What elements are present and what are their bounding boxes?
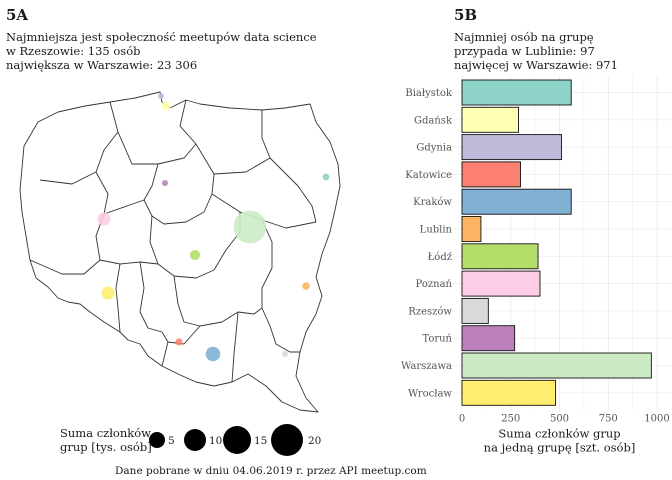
bar-krak-w (461, 188, 572, 215)
legend-bubble-20 (271, 424, 303, 456)
bar-warszawa (461, 352, 652, 379)
bubble-gdynia (158, 93, 164, 99)
bar-pozna- (461, 270, 541, 297)
category-label-katowice: Katowice (405, 170, 452, 181)
panel-b-label: 5B (454, 6, 478, 24)
bar-lublin (461, 216, 482, 242)
bubble-legend-title: Suma członków grup [tys. osób] (60, 426, 152, 454)
legend-bubble-15 (223, 426, 251, 454)
bar-chart: Białystok Gdańsk Gdynia Katowice Kraków Lubli… (401, 76, 672, 455)
bubble-size-legend: 5 10 15 20 (149, 424, 321, 456)
country-outline (19, 91, 341, 413)
bubble-pozna- (97, 212, 111, 226)
x-axis-title-line: Suma członków grup (498, 427, 620, 441)
bar-katowice (461, 161, 521, 188)
panel-a-subtitle: Najmniejsza jest społeczność meetupów da… (6, 30, 317, 72)
category-label-warszawa: Warszawa (401, 361, 452, 372)
bubble-wroc-aw (101, 286, 115, 300)
x-tick-label: 500 (550, 414, 569, 425)
legend-bubble-5 (149, 432, 165, 448)
x-tick-label: 1000 (644, 414, 669, 425)
category-label--d-: Łódź (428, 252, 452, 263)
voivodeship-borders (19, 91, 341, 413)
x-tick-label: 750 (599, 414, 618, 425)
legend-bubble-10 (184, 429, 206, 451)
bubble-katowice (175, 338, 183, 346)
category-label-lublin: Lublin (420, 225, 453, 236)
legend-label-5: 5 (168, 435, 175, 447)
bubble-toru- (162, 180, 168, 186)
bubble-warszawa (233, 210, 267, 244)
legend-label-20: 20 (308, 435, 321, 447)
bubble-krak-w (205, 346, 221, 362)
category-label-krak-w: Kraków (413, 197, 452, 208)
poland-map (19, 91, 341, 413)
x-axis-title-line: na jedną grupę [szt. osób] (484, 441, 636, 455)
category-label-rzesz-w: Rzeszów (408, 306, 452, 317)
data-source-note: Dane pobrane w dniu 04.06.2019 r. przez … (115, 465, 427, 477)
bar-gdynia (461, 134, 562, 161)
legend-label-15: 15 (254, 435, 267, 447)
category-label-bia-ystok: Białystok (405, 88, 453, 99)
bubble-lublin (302, 282, 310, 290)
category-labels: Białystok Gdańsk Gdynia Katowice Kraków Lubli… (401, 88, 453, 399)
panel-b-subtitle: Najmniej osób na grupę przypada w Lublin… (454, 30, 618, 72)
category-label-wroc-aw: Wrocław (408, 388, 452, 399)
bar-wroc-aw (461, 379, 557, 406)
x-tick-labels: 0 250 500 750 1000 (459, 414, 670, 425)
panel-a-label: 5A (6, 6, 29, 24)
bar-bia-ystok (461, 79, 572, 106)
legend-label-10: 10 (209, 435, 222, 447)
category-label-gda-sk: Gdańsk (414, 115, 453, 126)
bubble--d- (189, 249, 201, 261)
category-label-gdynia: Gdynia (416, 143, 452, 154)
category-label-toru-: Toruń (422, 334, 452, 345)
x-tick-label: 0 (459, 414, 465, 425)
bubble-rzesz-w (282, 351, 288, 357)
bubble-gda-sk (161, 101, 171, 111)
bar-toru- (461, 325, 516, 352)
bubble-bia-ystok (322, 173, 330, 181)
bars (461, 79, 652, 406)
category-label-pozna-: Poznań (416, 279, 453, 290)
bar-rzesz-w (461, 297, 489, 324)
bar--d- (461, 243, 539, 270)
bar-gda-sk (461, 106, 519, 133)
x-tick-label: 250 (501, 414, 520, 425)
city-bubbles (97, 93, 330, 362)
